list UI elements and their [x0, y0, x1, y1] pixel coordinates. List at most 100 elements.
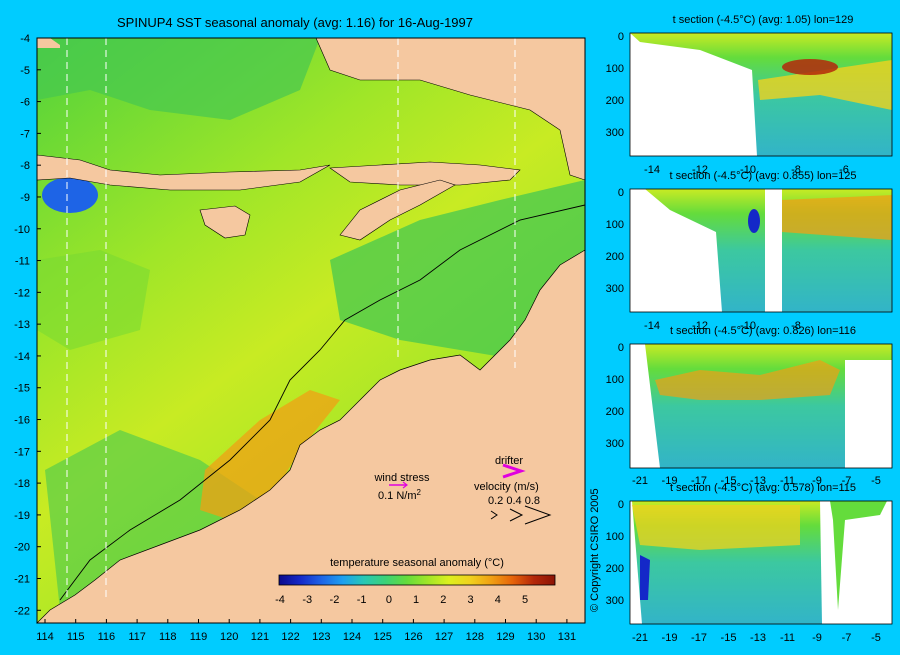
depth-tick-label: 200	[606, 95, 624, 107]
colorbar-ticks: -4 -3 -2 -1 0 1 2 3 4 5	[275, 594, 528, 606]
lon-tick-label: 121	[251, 631, 269, 643]
section-warm-layer	[782, 195, 892, 240]
lon-tick-label: 120	[220, 631, 238, 643]
colorbar-tick-label: 1	[413, 594, 419, 606]
lon-tick-label: 125	[374, 631, 392, 643]
map-title: SPINUP4 SST seasonal anomaly (avg: 1.16)…	[117, 15, 473, 30]
lat-tick-label: -14	[14, 351, 30, 363]
section-x-tick-label: -5	[871, 632, 881, 644]
section-x-tick-label: -5	[871, 475, 881, 487]
lat-tick-label: -16	[14, 415, 30, 427]
section-panel-lon115	[629, 500, 893, 625]
colorbar-tick-label: 4	[495, 594, 501, 606]
wind-stress-arrowhead-icon	[402, 481, 408, 489]
depth-tick-label: 0	[618, 187, 624, 199]
section-title: t section (-4.5°C) (avg: 0.855) lon=125	[670, 170, 857, 182]
section-x-tick-label: -13	[750, 475, 766, 487]
land-lesser-sunda-islands	[36, 154, 331, 191]
section-panel-lon125	[629, 188, 893, 313]
depth-tick-label: 300	[606, 283, 624, 295]
lon-tick-label: 117	[128, 631, 146, 643]
colorbar-tick-label: -4	[275, 594, 285, 606]
section-frame	[629, 188, 893, 313]
velocity-label: velocity (m/s)	[474, 481, 539, 493]
lat-tick-label: -17	[14, 446, 30, 458]
warm-anomaly	[200, 390, 340, 520]
depth-tick-label: 100	[606, 63, 624, 75]
colorbar-tick-label: 2	[440, 594, 446, 606]
section-panel-lon129	[629, 32, 893, 157]
section-x-tick-label: -12	[692, 320, 708, 332]
lon-tick-label: 130	[527, 631, 545, 643]
lat-tick-label: -9	[20, 192, 30, 204]
lat-tick-label: -13	[14, 319, 30, 331]
wind-stress-exponent: 2	[417, 488, 422, 497]
section-cold-eddy	[748, 209, 760, 233]
lat-tick-label: -7	[20, 128, 30, 140]
section-title: t section (-4.5°C) (avg: 0.826) lon=116	[670, 325, 856, 337]
wind-stress-value: 0.1 N/m2	[378, 488, 422, 502]
lat-tick-label: -10	[14, 224, 30, 236]
western-green-patch	[37, 250, 150, 350]
section-x-tick-label: -17	[691, 632, 707, 644]
velocity-scale: 0.2 0.4 0.8	[488, 495, 540, 507]
depth-tick-label: 0	[618, 31, 624, 43]
lon-tick-label: 124	[343, 631, 361, 643]
lat-tick-label: -4	[20, 33, 30, 45]
main-map: SPINUP4 SST seasonal anomaly (avg: 1.16)…	[14, 15, 586, 643]
depth-tick-label: 0	[618, 342, 624, 354]
section-x-tick-label: -14	[644, 320, 660, 332]
lon-tick-label: 119	[190, 631, 208, 643]
depth-tick-label: 100	[606, 374, 624, 386]
longitude-axis: 114 115 116 117 118 119 120 121 122 123 124 125 126 1…	[36, 619, 576, 643]
section-title: t section (-4.5°C) (avg: 0.578) lon=115	[670, 482, 856, 494]
section-x-tick-label: -11	[780, 632, 795, 644]
section-warm-layer	[655, 360, 840, 400]
depth-tick-label: 100	[606, 219, 624, 231]
section-x-tick-label: -7	[842, 632, 852, 644]
land-northwest	[37, 38, 60, 48]
depth-tick-label: 0	[618, 499, 624, 511]
bathymetry-contour	[59, 204, 586, 601]
lon-tick-label: 118	[159, 631, 177, 643]
depth-tick-label: 300	[606, 595, 624, 607]
lon-tick-label: 131	[558, 631, 576, 643]
lat-tick-label: -6	[20, 97, 30, 109]
copyright: © Copyright CSIRO 2005	[589, 488, 601, 612]
lat-tick-label: -18	[14, 478, 30, 490]
northern-green-water	[37, 38, 320, 120]
section-frame	[629, 32, 893, 157]
section-warm-core	[782, 59, 838, 75]
depth-tick-label: 100	[606, 531, 624, 543]
colorbar-title: temperature seasonal anomaly (°C)	[330, 557, 504, 569]
velocity-arrows-icon	[490, 505, 552, 525]
section-title: t section (-4.5°C) (avg: 1.05) lon=129	[673, 14, 854, 26]
section-panels	[629, 32, 893, 625]
lat-tick-label: -22	[14, 605, 30, 617]
section-x-tick-label: -11	[780, 475, 795, 487]
colorbar-tick-label: -1	[357, 594, 367, 606]
section-x-tick-label: -7	[842, 475, 852, 487]
depth-tick-label: 300	[606, 127, 624, 139]
section-x-tick-label: -10	[740, 320, 756, 332]
section-cold-core	[640, 555, 650, 600]
section-x-tick-label: -17	[691, 475, 707, 487]
lon-tick-label: 115	[67, 631, 85, 643]
lat-tick-label: -12	[14, 287, 30, 299]
lon-tick-label: 128	[466, 631, 484, 643]
section-field-west	[645, 189, 765, 312]
lat-tick-label: -8	[20, 160, 30, 172]
colorbar-tick-label: 3	[467, 594, 473, 606]
depth-tick-label: 200	[606, 563, 624, 575]
section-x-tick-label: -9	[812, 632, 822, 644]
drifter-label: drifter	[495, 455, 523, 467]
lon-tick-label: 127	[435, 631, 453, 643]
latitude-axis: -4 -5 -6 -7 -8 -9 -10 -11 -12 -13 -14 -15 -16 -17 -18 -…	[14, 33, 41, 617]
section-x-tick-label: -10	[740, 164, 756, 176]
depth-tick-label: 200	[606, 251, 624, 263]
section-x-tick-label: -21	[632, 475, 648, 487]
section-x-tick-label: -13	[750, 632, 766, 644]
lon-tick-label: 122	[281, 631, 299, 643]
